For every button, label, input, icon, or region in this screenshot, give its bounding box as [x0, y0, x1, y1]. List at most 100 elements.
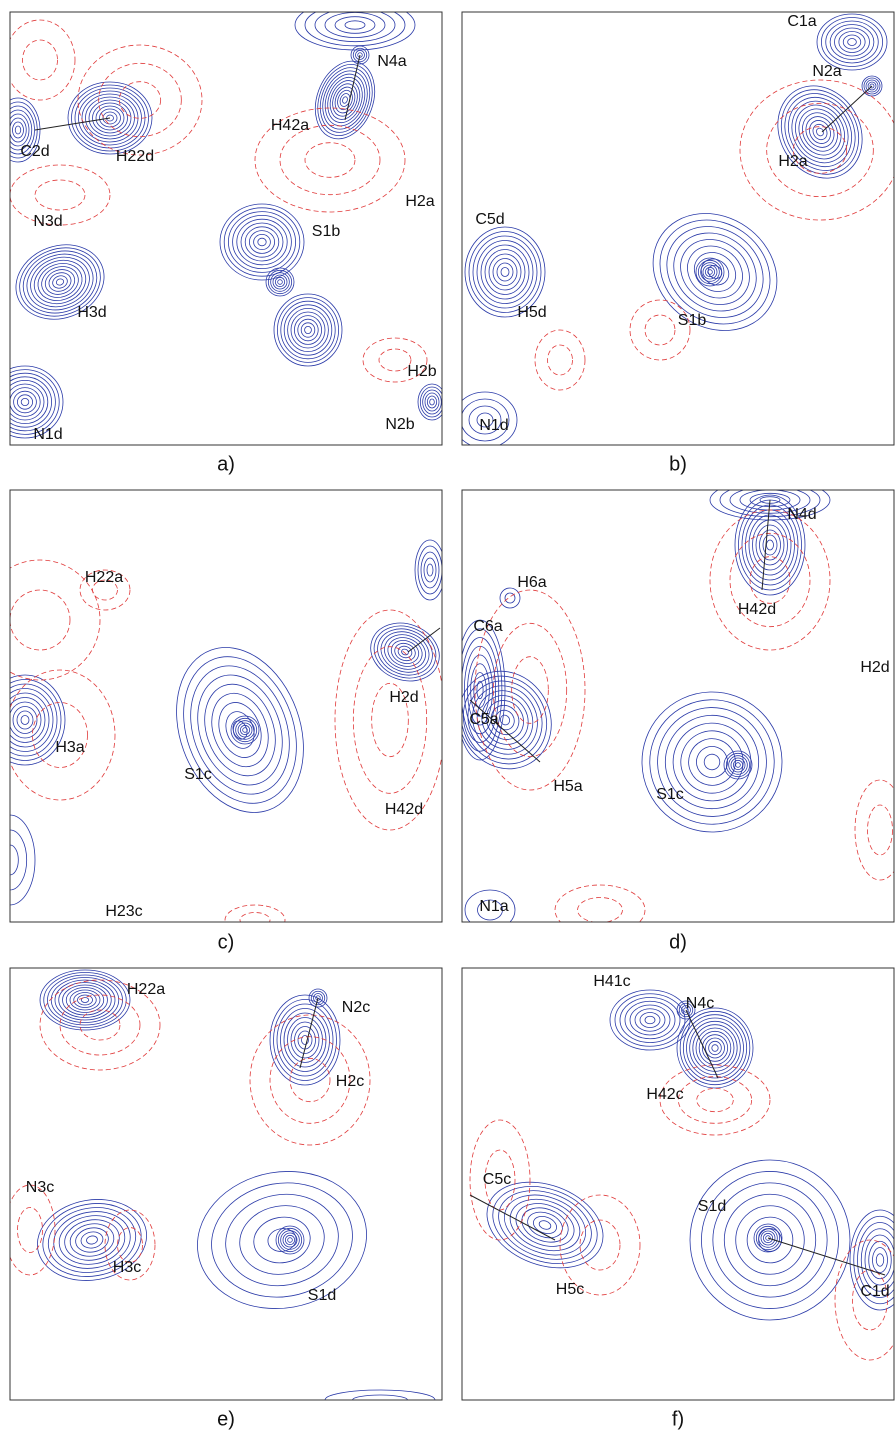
contour [709, 1041, 722, 1054]
contour [234, 1199, 330, 1281]
atom-label: H3d [77, 304, 106, 321]
contour [815, 127, 825, 137]
contour [548, 345, 573, 375]
contour [640, 1013, 660, 1028]
atom-label: N4c [686, 995, 714, 1012]
contour [280, 125, 380, 194]
contour [342, 96, 349, 104]
contour [328, 80, 361, 119]
contour [423, 390, 442, 414]
contour [680, 1011, 750, 1084]
contour [481, 245, 529, 299]
contour [1, 693, 49, 747]
contour [736, 1206, 805, 1275]
contour [427, 396, 436, 408]
contour [420, 387, 443, 417]
contour [493, 623, 566, 756]
contour [441, 654, 569, 786]
contour [630, 300, 690, 360]
contour [726, 753, 749, 776]
contour [678, 1077, 751, 1124]
contour [424, 558, 436, 582]
contour [18, 1208, 43, 1253]
contour [0, 373, 55, 431]
contour [510, 1196, 580, 1254]
contour [15, 126, 21, 134]
contour [712, 1045, 718, 1052]
contour [632, 682, 792, 842]
contour [418, 546, 442, 594]
contour [677, 1008, 753, 1088]
panel-frame [462, 968, 894, 1400]
contour [312, 61, 379, 140]
contour [690, 1160, 850, 1320]
contour [766, 76, 874, 189]
contour [55, 980, 115, 1020]
atom-label: S1c [656, 786, 684, 803]
atom-label: H2c [336, 1073, 364, 1090]
contour [652, 702, 772, 822]
contour [70, 990, 100, 1010]
contour [305, 4, 405, 46]
atom-label: N2a [812, 63, 841, 80]
contour [645, 1016, 655, 1024]
contour [0, 815, 35, 905]
contour [315, 8, 395, 41]
contour [415, 540, 445, 600]
contour [578, 898, 623, 923]
contour [753, 520, 788, 570]
contour [499, 713, 512, 726]
contour [278, 280, 283, 285]
contour [332, 84, 359, 115]
contour [580, 1220, 620, 1270]
contour [729, 756, 748, 775]
atom-label: H42a [271, 117, 309, 134]
atom-label: H3c [113, 1259, 141, 1276]
contour [254, 234, 271, 249]
atom-label: H22d [116, 148, 154, 165]
contour [620, 998, 680, 1043]
contour [277, 298, 338, 363]
contour [749, 515, 791, 575]
contour [830, 25, 874, 60]
panel-frame [462, 490, 894, 922]
atom-label: N3c [26, 1179, 54, 1196]
contour [517, 1202, 573, 1248]
contour [305, 53, 385, 147]
contour [66, 988, 104, 1013]
contour [353, 647, 426, 794]
contour [873, 1248, 888, 1273]
contour [761, 70, 878, 193]
contour [278, 1228, 301, 1251]
contour [6, 384, 44, 420]
contour [119, 82, 160, 119]
contour [301, 323, 315, 337]
contour [835, 28, 870, 56]
contour [35, 180, 85, 210]
contour [697, 1088, 734, 1111]
atom-label: C1d [860, 1283, 889, 1300]
atom-label: H41c [593, 973, 630, 990]
contour [868, 805, 893, 855]
atom-label: H2a [778, 153, 807, 170]
atom-label: H22a [127, 981, 165, 998]
bond [686, 1010, 718, 1078]
atom-label: H42d [738, 601, 776, 618]
contour [10, 590, 70, 650]
contour [367, 618, 443, 687]
contour [5, 20, 75, 100]
contour [610, 990, 690, 1050]
contour [274, 1000, 337, 1081]
atom-label: H2d [389, 689, 418, 706]
contour [702, 1035, 727, 1062]
contour [218, 1186, 345, 1295]
contour [496, 1184, 594, 1265]
contour [701, 263, 720, 282]
contour [473, 236, 537, 308]
contour [756, 525, 784, 565]
atom-label: N1d [33, 426, 62, 443]
contour [86, 1235, 98, 1245]
panel-frame [10, 12, 442, 445]
contour [0, 684, 57, 756]
contour [5, 1185, 55, 1275]
